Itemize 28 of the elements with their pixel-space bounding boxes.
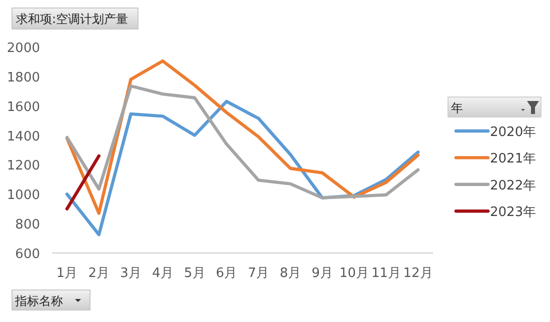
y-tick-label: 1600 (6, 100, 40, 115)
y-tick-label: 800 (15, 218, 40, 233)
x-tick-label: 7月 (248, 266, 270, 281)
x-tick-label: 9月 (312, 266, 333, 281)
chart-title: 求和项:空调计划产量 (16, 12, 128, 26)
y-tick-label: 1400 (6, 129, 40, 144)
x-tick-label: 10月 (339, 266, 369, 281)
legend-label: 2022年 (490, 178, 536, 194)
x-tick-label: 12月 (403, 266, 433, 281)
x-tick-label: 3月 (120, 266, 142, 281)
x-tick-label: 8月 (280, 266, 302, 281)
legend-label: 2021年 (490, 152, 536, 167)
legend-label: 2020年 (490, 125, 536, 140)
y-tick-label: 1200 (6, 158, 40, 174)
x-tick-label: 6月 (216, 266, 238, 281)
x-tick-label: 5月 (184, 266, 206, 281)
x-tick-label: 11月 (371, 266, 401, 281)
line-series (65, 84, 420, 200)
x-tick-label: 2月 (88, 266, 110, 281)
text: 指标名称 (14, 294, 63, 308)
x-tick-label: 4月 (152, 266, 174, 281)
y-tick-label: 1800 (6, 70, 40, 86)
legend-title: 年 (451, 101, 463, 115)
legend-label: 2023年 (490, 205, 536, 220)
y-tick-label: 2000 (6, 41, 40, 56)
x-tick-label: 1月 (56, 266, 78, 281)
y-tick-label: 600 (15, 247, 40, 262)
y-tick-label: 1000 (6, 188, 40, 204)
